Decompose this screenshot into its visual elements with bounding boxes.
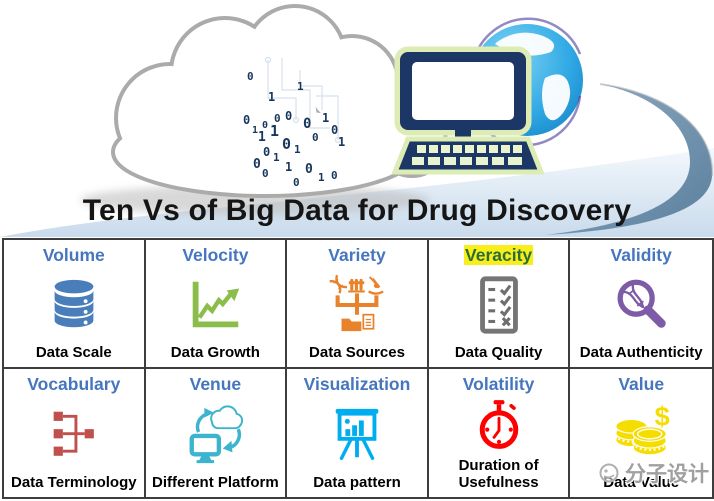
- svg-text:0: 0: [247, 70, 254, 83]
- cell-vocabulary: Vocabulary Data Terminology: [4, 368, 146, 497]
- cell-title: Velocity: [182, 245, 249, 265]
- svg-text:1: 1: [273, 151, 280, 164]
- lab-sources-icon: [319, 265, 395, 344]
- cell-venue: Venue: [146, 368, 288, 497]
- svg-text:1: 1: [297, 80, 304, 93]
- svg-text:1: 1: [294, 143, 301, 156]
- growth-chart-icon: [182, 265, 248, 344]
- svg-text:1: 1: [270, 122, 279, 140]
- svg-text:1: 1: [268, 90, 275, 104]
- page-title: Ten Vs of Big Data for Drug Discovery: [82, 194, 632, 227]
- cell-title: Validity: [610, 245, 672, 265]
- cell-variety: Variety: [287, 240, 429, 369]
- cloud-shadow: [80, 185, 430, 215]
- cell-title: Venue: [189, 373, 242, 394]
- cell-validity: Validity Data Authenticity: [570, 240, 712, 369]
- hierarchy-icon: [41, 394, 107, 475]
- cell-title: Volume: [42, 245, 105, 265]
- cell-label: Data Scale: [35, 343, 112, 361]
- svg-text:1: 1: [285, 160, 292, 174]
- cell-volume: Volume Data Scale: [4, 240, 146, 369]
- svg-text:0: 0: [293, 176, 300, 189]
- svg-text:0: 0: [274, 112, 281, 125]
- svg-text:0: 0: [312, 131, 319, 144]
- cell-label: Data Quality: [454, 343, 543, 361]
- svg-text:1: 1: [258, 130, 266, 145]
- cell-label: Data Terminology: [11, 474, 137, 492]
- computer-icon: [391, 46, 545, 175]
- cell-title: Variety: [328, 245, 386, 265]
- cell-value: Value $: [570, 369, 712, 498]
- circuit-lines: [264, 56, 342, 144]
- cell-volatility: Volatility Duration of Usefulness: [429, 368, 571, 497]
- cell-label: Data Authenticity: [579, 343, 703, 361]
- svg-text:0: 0: [285, 109, 292, 123]
- presentation-chart-icon: [324, 394, 390, 475]
- coins-icon: $: [605, 394, 677, 475]
- svg-text:0: 0: [331, 169, 338, 182]
- svg-text:0: 0: [262, 167, 269, 180]
- swoosh-band: [0, 148, 714, 237]
- ten-vs-table: Volume Data Scale Velocity: [2, 238, 714, 499]
- cloud-platform-icon: [182, 394, 248, 475]
- svg-text:1: 1: [318, 171, 325, 184]
- cell-title: Volatility: [462, 373, 535, 394]
- svg-text:0: 0: [282, 135, 291, 153]
- stopwatch-icon: [469, 394, 529, 459]
- cell-title: Value: [618, 373, 665, 394]
- cell-velocity: Velocity Data Growth: [145, 240, 288, 369]
- svg-text:1: 1: [252, 125, 258, 136]
- svg-text:0: 0: [262, 120, 268, 131]
- svg-text:0: 0: [305, 162, 313, 177]
- checklist-icon: [466, 265, 532, 344]
- svg-text:0: 0: [303, 116, 311, 132]
- svg-text:1: 1: [322, 111, 329, 125]
- svg-text:0: 0: [253, 157, 261, 172]
- database-icon: [41, 265, 107, 344]
- svg-text:$: $: [655, 403, 670, 431]
- cell-label: Data pattern: [313, 474, 401, 492]
- svg-text:0: 0: [331, 123, 338, 137]
- cell-label: Data Value: [603, 474, 680, 492]
- svg-text:0: 0: [263, 145, 270, 159]
- cell-label: Data Sources: [309, 343, 405, 361]
- cell-title: Vocabulary: [27, 373, 121, 394]
- dna-magnifier-icon: [608, 265, 674, 344]
- cell-label: Different Platform: [152, 474, 279, 492]
- svg-text:0: 0: [243, 113, 250, 127]
- cloud-icon: [111, 4, 448, 198]
- cell-label: Data Growth: [170, 343, 260, 361]
- svg-text:1: 1: [338, 135, 345, 149]
- cell-title: Veracity: [464, 245, 534, 265]
- cell-label: Duration of Usefulness: [458, 457, 539, 492]
- cell-visualization: Visualization Data pattern: [287, 368, 429, 497]
- highlighted-text: Veracity: [464, 245, 534, 265]
- cell-title: Visualization: [303, 373, 411, 394]
- cell-veracity: Veracity Data Quality: [428, 240, 571, 369]
